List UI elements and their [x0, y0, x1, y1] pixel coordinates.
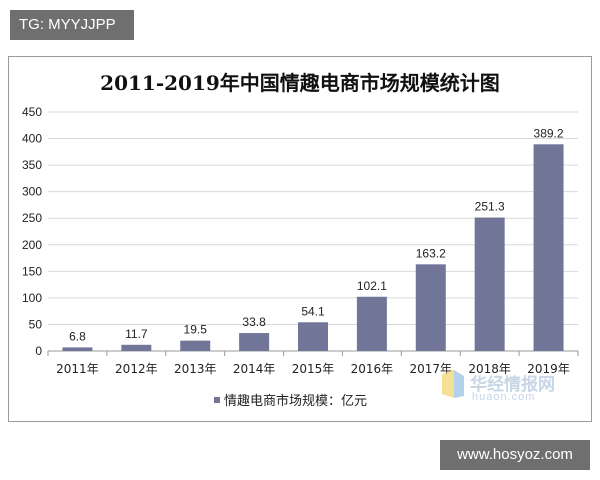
chart-title: 2011-2019年中国情趣电商市场规模统计图 — [100, 71, 500, 95]
y-tick-label: 400 — [22, 132, 42, 146]
bar-value-label: 6.8 — [69, 329, 86, 343]
source-site-badge: www.hosyoz.com — [440, 440, 590, 470]
bar — [356, 296, 387, 351]
watermark-url: huaon.com — [472, 391, 536, 403]
bar-value-label: 163.2 — [416, 246, 446, 260]
value-labels: 6.8 11.7 19.5 33.8 54.1 102.1 163.2 251.3 389.2 — [69, 126, 564, 343]
bar-value-label: 251.3 — [475, 200, 505, 214]
bar-value-label: 11.7 — [125, 327, 148, 341]
bar-value-label: 19.5 — [184, 323, 208, 337]
x-tick-label: 2011年 — [56, 362, 99, 376]
bar-value-label: 54.1 — [301, 304, 325, 318]
y-tick-label: 250 — [22, 211, 42, 225]
y-tick-label: 200 — [22, 238, 42, 252]
bar — [298, 322, 328, 351]
bar — [474, 217, 505, 351]
y-tick-label: 450 — [22, 105, 42, 119]
x-tick-label: 2016年 — [351, 362, 394, 376]
bar — [415, 264, 446, 351]
bar — [239, 333, 270, 351]
bar — [121, 344, 152, 351]
bar-value-label: 33.8 — [242, 315, 266, 329]
bar-value-label: 389.2 — [534, 126, 564, 140]
bars — [62, 144, 564, 351]
y-tick-label: 300 — [22, 185, 42, 199]
x-tick-label: 2014年 — [233, 362, 276, 376]
y-tick-label: 100 — [22, 291, 42, 305]
y-tick-label: 50 — [29, 317, 43, 331]
x-tick-label: 2017年 — [410, 362, 453, 376]
bar — [533, 144, 564, 351]
legend-swatch — [214, 397, 220, 403]
x-tick-label: 2013年 — [174, 362, 217, 376]
x-tick-label: 2018年 — [468, 362, 511, 376]
bar-value-label: 102.1 — [357, 279, 387, 293]
watermark-tag: TG: MYYJJPP — [10, 10, 134, 40]
bar — [62, 347, 93, 351]
x-tick-label: 2012年 — [115, 362, 158, 376]
y-tick-label: 150 — [22, 264, 42, 278]
y-tick-label: 0 — [35, 344, 42, 358]
legend: 情趣电商市场规模：亿元 — [214, 393, 367, 409]
watermark-brand: 华经情报网 — [470, 375, 555, 395]
legend-label: 情趣电商市场规模：亿元 — [224, 393, 367, 409]
watermark-logo-icon — [440, 368, 466, 402]
bar — [180, 340, 211, 351]
y-axis-ticks: 0 50 100 150 200 250 300 350 400 450 — [22, 105, 42, 358]
y-tick-label: 350 — [22, 158, 42, 172]
x-tick-label: 2015年 — [292, 362, 335, 376]
x-axis-ticks: 2011年 2012年 2013年 2014年 2015年 2016年 2017年 2018年… — [47, 351, 579, 376]
x-tick-label: 2019年 — [527, 362, 570, 376]
